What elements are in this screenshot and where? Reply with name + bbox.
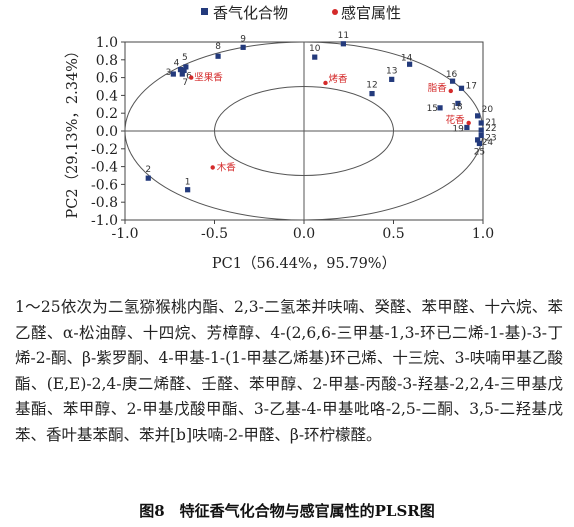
compound-point-label: 4: [174, 59, 180, 69]
compound-point-label: 25: [474, 147, 485, 157]
sensory-attribute-point: [323, 80, 328, 86]
y-tick-label: -0.2: [91, 142, 118, 158]
sensory-attribute-label: 木香: [217, 161, 237, 173]
sensory-attribute-point: [466, 120, 471, 126]
compound-point: [458, 85, 465, 91]
compound-point-label: 12: [366, 81, 377, 91]
data-marks: 1234567891011121314151617181920212223242…: [145, 31, 497, 193]
y-axis-title: PC2（29.13%，2.34%）: [64, 44, 81, 219]
compound-point: [240, 44, 246, 50]
compound-point-label: 17: [466, 81, 477, 91]
sensory-attribute-point: [448, 88, 453, 94]
x-axis-title: PC1（56.44%，95.79%）: [212, 255, 396, 272]
compound-point-label: 10: [309, 44, 321, 54]
compound-point: [170, 71, 176, 77]
compound-point-label: 2: [145, 165, 151, 175]
compound-point: [464, 124, 470, 131]
x-tick-label: 0.0: [293, 226, 315, 242]
compound-point-label: 6: [186, 71, 192, 81]
compound-point-label: 13: [386, 66, 397, 76]
compound-point: [449, 78, 456, 84]
legend-label-attributes: 感官属性: [341, 4, 401, 22]
compound-point-label: 14: [401, 53, 413, 63]
compound-point: [185, 187, 191, 193]
y-tick-label: -0.8: [91, 195, 118, 211]
compound-point: [407, 61, 413, 67]
y-tick-label: 0.2: [96, 106, 118, 122]
compound-point-label: 24: [482, 138, 494, 148]
y-tick-label: -1.0: [91, 213, 118, 229]
compound-point-label: 9: [240, 34, 246, 44]
plsr-chart: 香气化合物 感官属性 -1.0 -0.5 0.0 0.5 1.0 1.0 0.8 0.60.4…: [64, 4, 497, 272]
compound-point: [475, 113, 481, 119]
compound-point: [183, 64, 189, 70]
compound-point: [389, 76, 395, 82]
figure-caption-title: 图8 特征香气化合物与感官属性的PLSR图: [139, 502, 435, 520]
compound-point: [478, 127, 484, 133]
sensory-attribute-label: 脂香: [428, 82, 448, 94]
compound-point: [476, 140, 483, 147]
y-tick-label: 0.0: [96, 124, 118, 140]
y-tick-label: 0.8: [96, 53, 118, 69]
compound-point: [215, 53, 221, 59]
chart-legend: 香气化合物 感官属性: [201, 4, 401, 22]
compound-point-label: 3: [166, 68, 172, 78]
compound-point-label: 21: [485, 118, 496, 128]
compound-point: [437, 105, 443, 111]
compound-point-label: 20: [482, 105, 494, 115]
compound-point-label: 11: [338, 31, 349, 41]
compound-point: [478, 132, 484, 139]
compound-point: [145, 175, 151, 181]
y-tick-label: -0.4: [91, 160, 118, 176]
compound-point: [455, 100, 461, 107]
compound-point: [340, 41, 346, 47]
legend-marker-compounds: [201, 8, 208, 15]
y-tick-label: -0.6: [91, 177, 118, 193]
compound-point-label: 7: [182, 78, 188, 88]
compound-point-label: 8: [215, 42, 221, 52]
y-tick-label: 0.4: [96, 88, 118, 104]
sensory-attribute-label: 烤香: [328, 73, 348, 85]
compound-point: [312, 54, 318, 60]
compound-point-label: 22: [485, 124, 496, 134]
legend-marker-attributes: [332, 9, 338, 15]
compound-point: [369, 91, 375, 97]
sensory-attribute-point: [210, 165, 215, 170]
x-tick-label: 1.0: [472, 226, 494, 242]
x-tick-label: -0.5: [201, 226, 228, 242]
compound-point-label: 15: [427, 104, 438, 114]
compound-point-label: 5: [182, 53, 188, 63]
sensory-attribute-point: [189, 75, 194, 80]
x-tick-label: 0.5: [382, 226, 404, 242]
compound-point-label: 19: [452, 124, 464, 134]
compound-point: [177, 66, 184, 73]
axis-ticks: -1.0 -0.5 0.0 0.5 1.0 1.0 0.8 0.60.4 0.2 0.0 -0.2 -…: [91, 35, 494, 242]
compound-point-label: 23: [485, 133, 496, 143]
y-tick-label: 1.0: [96, 35, 118, 51]
figure-caption-note: 1～25依次为二氢猕猴桃内酯、2,3-二氢苯并呋喃、癸醛、苯甲醛、十六烷、苯乙醛…: [15, 298, 563, 444]
compound-point: [478, 120, 484, 126]
compound-point: [475, 137, 481, 143]
compound-point-label: 1: [185, 178, 191, 188]
legend-label-compounds: 香气化合物: [213, 4, 288, 22]
x-tick-label: -1.0: [112, 226, 139, 242]
compound-point: [179, 71, 185, 77]
y-tick-label: 0.6: [96, 71, 118, 87]
sensory-attribute-label: 坚果香: [194, 73, 223, 84]
compound-point-label: 16: [446, 70, 458, 80]
sensory-attribute-label: 花香: [446, 114, 466, 126]
compound-point-label: 18: [451, 102, 463, 112]
compound-point: [181, 67, 187, 74]
